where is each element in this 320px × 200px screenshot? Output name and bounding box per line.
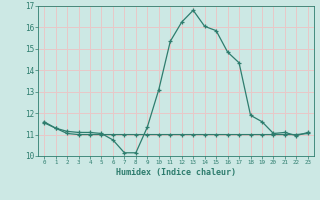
X-axis label: Humidex (Indice chaleur): Humidex (Indice chaleur) [116,168,236,177]
